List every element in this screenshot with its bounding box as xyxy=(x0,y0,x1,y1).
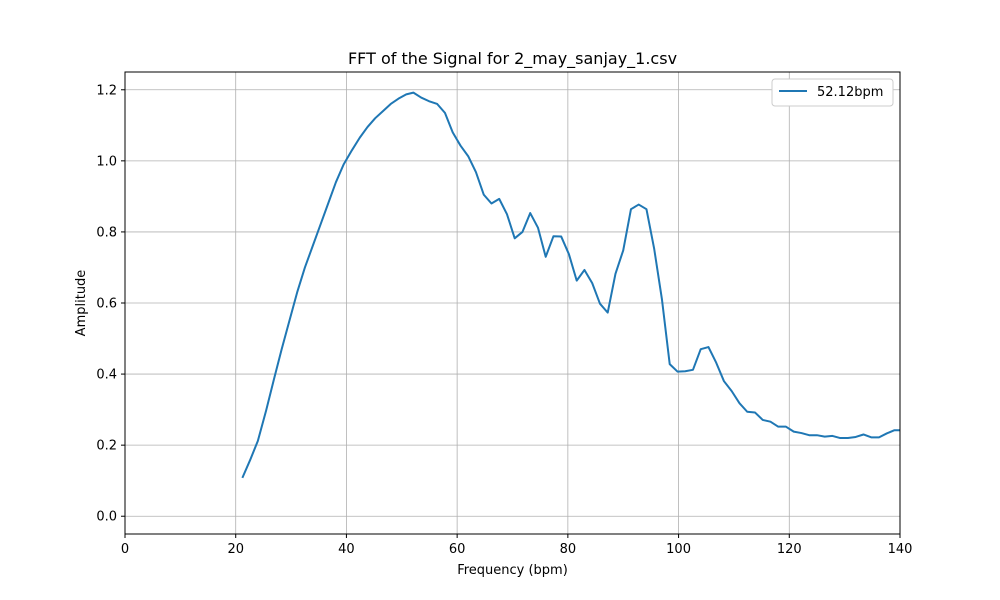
series-line xyxy=(241,91,900,479)
x-tick-label: 140 xyxy=(888,542,913,557)
legend-label: 52.12bpm xyxy=(817,85,883,100)
legend-box xyxy=(771,78,894,107)
x-axis-label: Frequency (bpm) xyxy=(457,563,568,578)
y-tick-label: 0.6 xyxy=(96,297,117,312)
y-tick-label: 0.4 xyxy=(96,368,117,383)
x-tick-label: 40 xyxy=(338,542,355,557)
y-tick-label: 0.2 xyxy=(96,439,117,454)
legend: 52.12bpm xyxy=(771,78,894,107)
y-tick-label: 1.0 xyxy=(96,154,117,169)
series-layer xyxy=(241,91,900,479)
x-tick-label: 80 xyxy=(560,542,577,557)
x-tick-label: 20 xyxy=(227,542,244,557)
x-tick-label: 100 xyxy=(666,542,691,557)
y-tick-label: 1.2 xyxy=(96,83,117,98)
x-tick-label: 60 xyxy=(449,542,466,557)
y-axis-label: Amplitude xyxy=(74,270,89,337)
axis-ticks: 0 20 40 60 80 100 120 140 0.0 0.2 0.4 0.6 0.8 1.0 1.2 xyxy=(96,83,912,557)
x-tick-label: 0 xyxy=(121,542,129,557)
x-tick-label: 120 xyxy=(777,542,802,557)
chart-title: FFT of the Signal for 2_may_sanjay_1.csv xyxy=(348,49,677,69)
y-tick-label: 0.8 xyxy=(96,225,117,240)
y-tick-label: 0.0 xyxy=(96,510,117,525)
